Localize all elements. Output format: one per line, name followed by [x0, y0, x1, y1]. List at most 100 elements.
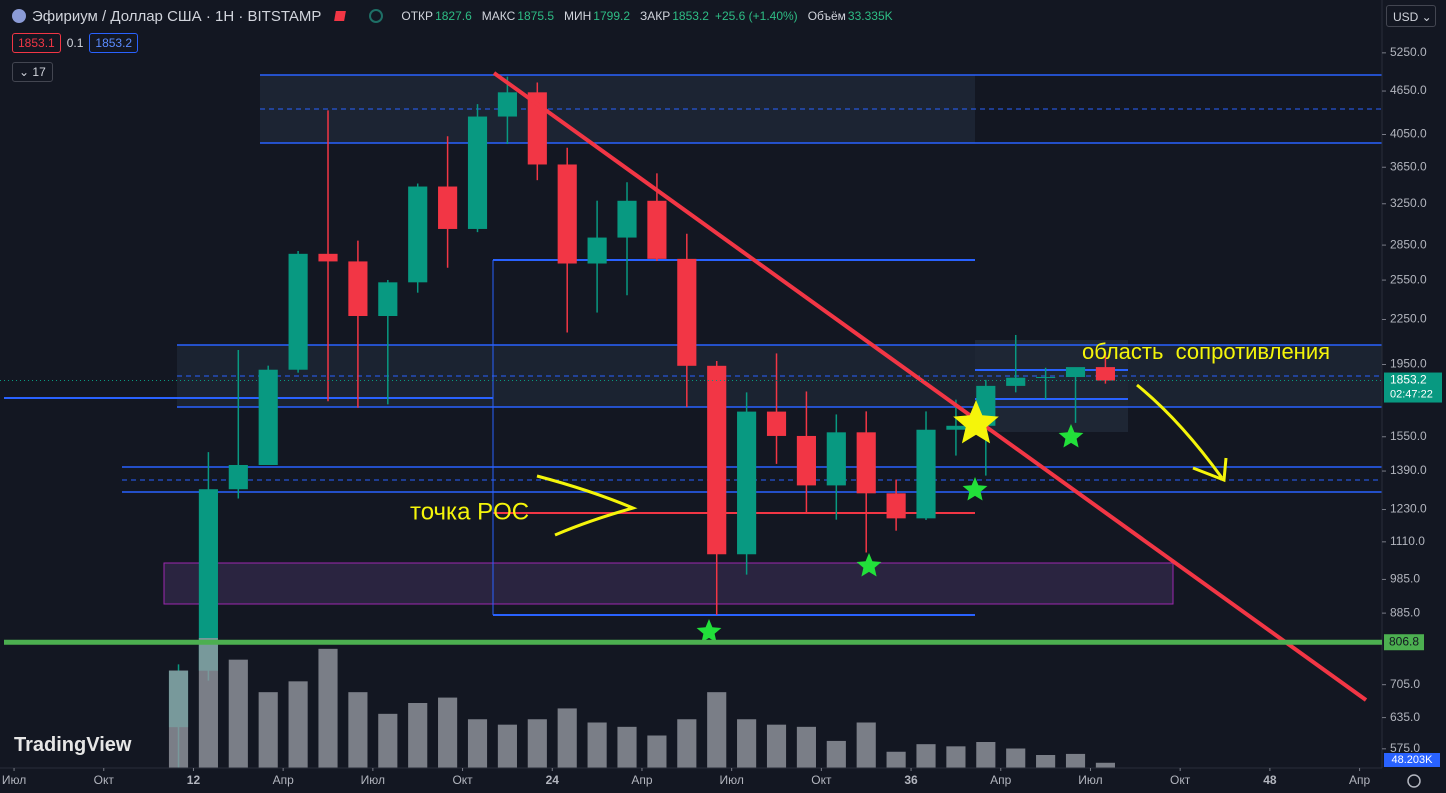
volume-value-label: 48.203K — [1392, 754, 1434, 766]
candle-body — [258, 369, 278, 465]
candle-body — [497, 92, 517, 117]
candle-body — [1006, 377, 1026, 386]
y-tick-label: 1550.0 — [1390, 429, 1427, 443]
arrow — [1136, 383, 1228, 483]
bid-ask: 1853.1 0.1 1853.2 — [12, 33, 139, 53]
x-tick-label: Апр — [1349, 773, 1371, 787]
y-tick-label: 5250.0 — [1390, 45, 1427, 59]
settings-icon[interactable] — [1407, 774, 1421, 788]
y-tick-label: 3250.0 — [1390, 196, 1427, 210]
candle-body — [946, 425, 966, 430]
volume-bar — [228, 659, 248, 768]
star — [1058, 424, 1084, 448]
y-tick-label: 1950.0 — [1390, 357, 1427, 371]
close-label: ЗАКР — [640, 9, 671, 23]
low-label: МИН — [564, 9, 592, 23]
x-tick-label: Июл — [719, 773, 743, 787]
candle-body — [228, 464, 248, 490]
candle-body — [796, 435, 816, 486]
volume-bar — [497, 724, 517, 768]
x-tick-label: Июл — [2, 773, 26, 787]
volume-bar — [198, 638, 218, 768]
candle-body — [1036, 377, 1056, 379]
volume-bar — [826, 740, 846, 768]
volume-bar — [258, 692, 278, 768]
volume-bar — [527, 719, 547, 768]
support-tag — [1384, 634, 1424, 651]
candle-body — [1095, 367, 1115, 381]
volume-bar — [1036, 755, 1056, 768]
volume-bar — [766, 724, 787, 768]
candles — [168, 76, 1115, 772]
annotation: область сопротивления — [1082, 339, 1330, 364]
volume-bar — [557, 708, 577, 768]
volume-bar — [886, 751, 906, 768]
volume-bar — [946, 746, 966, 768]
volume-bar — [378, 713, 398, 768]
annotation: точка POC — [410, 498, 529, 525]
y-tick-label: 1390.0 — [1390, 463, 1427, 477]
volume-bar — [288, 681, 308, 768]
y-tick-label: 885.0 — [1390, 605, 1420, 619]
indicator-count: 17 — [32, 65, 46, 79]
x-tick-label: Окт — [811, 773, 832, 787]
y-tick-label: 1230.0 — [1390, 502, 1427, 516]
volume-bar — [856, 722, 876, 768]
time-axis — [0, 768, 1382, 793]
flag — [334, 11, 347, 21]
low-value: 1799.2 — [593, 9, 630, 23]
y-tick-label: 985.0 — [1390, 572, 1420, 586]
x-tick-label: 12 — [187, 773, 201, 787]
ask[interactable]: 1853.2 — [89, 33, 139, 53]
bid[interactable]: 1853.1 — [12, 33, 61, 53]
y-tick-label: 705.0 — [1390, 677, 1420, 691]
change-value: +25.6 (+1.40%) — [714, 9, 798, 23]
trend-line — [492, 71, 1368, 702]
y-tick-label: 1110.0 — [1390, 534, 1425, 548]
stars — [696, 400, 1084, 643]
support-label: 806.8 — [1389, 634, 1419, 648]
volume-bar — [1095, 762, 1115, 768]
last-price-label: 1853.2 — [1390, 373, 1427, 387]
symbol-icon — [12, 9, 26, 23]
volume-tag — [1384, 753, 1440, 767]
indicators-toggle[interactable]: ⌄ 17 — [12, 62, 53, 82]
candle-body — [288, 253, 308, 370]
x-tick-label: Апр — [990, 773, 1012, 787]
candle-body — [647, 200, 667, 259]
y-tick-label: 2250.0 — [1390, 312, 1427, 326]
candle-body — [198, 489, 218, 671]
x-tick-label: Июл — [361, 773, 385, 787]
volume-bar — [408, 703, 428, 768]
currency-select[interactable]: USD ⌄ — [1386, 5, 1436, 27]
star — [696, 619, 722, 643]
y-tick-label: 2850.0 — [1390, 237, 1427, 251]
logo: TradingView — [14, 734, 131, 757]
candle-body — [378, 282, 398, 317]
star — [953, 400, 999, 444]
candle-body — [348, 261, 368, 317]
volume-bar — [587, 722, 607, 768]
arrow — [536, 474, 638, 537]
x-tick-label: Июл — [1078, 773, 1102, 787]
spread: 0.1 — [66, 36, 84, 50]
candle-body — [766, 411, 787, 436]
candle-body — [587, 237, 607, 264]
open-value: 1827.6 — [435, 9, 472, 23]
x-tick-label: Апр — [631, 773, 653, 787]
high-label: МАКС — [481, 9, 516, 23]
live-icon — [369, 9, 384, 23]
volume-value: 33.335K — [847, 9, 893, 23]
high-value: 1875.5 — [517, 9, 554, 23]
candle-body — [557, 164, 577, 264]
volume-bar — [976, 742, 996, 768]
star — [962, 477, 988, 501]
logo-text: TradingView — [14, 734, 132, 756]
volume-bar — [707, 692, 727, 768]
y-tick-label: 3650.0 — [1390, 159, 1427, 173]
candle-body — [856, 432, 876, 494]
volume-bar — [737, 719, 757, 768]
symbol-title[interactable]: Эфириум / Доллар США · 1H · BITSTAMP — [32, 7, 322, 25]
